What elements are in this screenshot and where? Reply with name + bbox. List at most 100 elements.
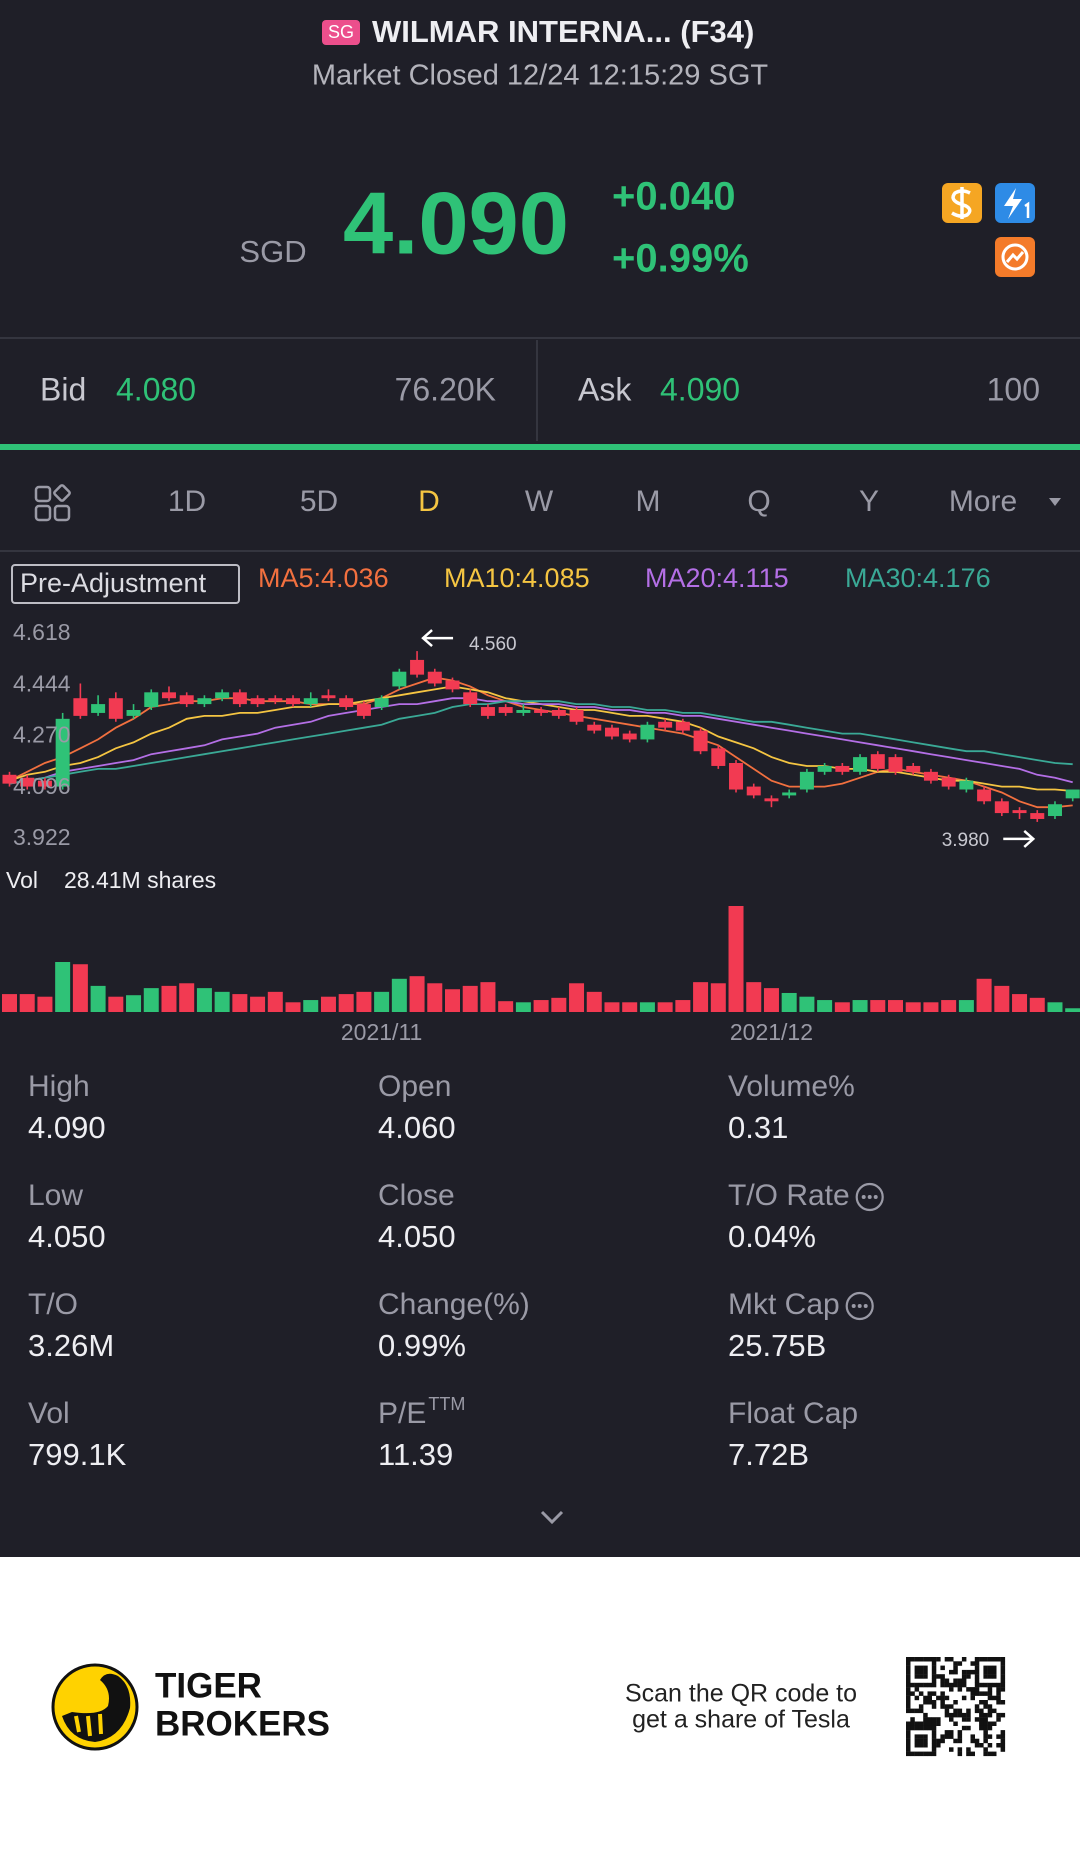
expand-chevron[interactable] xyxy=(540,1510,564,1525)
coin-icon[interactable] xyxy=(942,183,982,223)
volume-bar xyxy=(941,1000,957,1012)
qr-module xyxy=(957,1682,963,1688)
qr-module xyxy=(918,1734,924,1739)
stat-label: Open xyxy=(378,1070,451,1103)
legend-entry: MA10:4.085 xyxy=(444,563,590,593)
candle-body xyxy=(994,801,1009,814)
qr-module xyxy=(1000,1743,1006,1748)
volume-max-label: 28.41M shares xyxy=(64,867,216,893)
qr-module xyxy=(992,1669,997,1675)
qr-module xyxy=(910,1682,915,1688)
adjustment-box xyxy=(11,564,240,604)
qr-module xyxy=(996,1700,1001,1705)
qr-module xyxy=(936,1674,941,1679)
volume-bar xyxy=(37,996,53,1012)
volume-label: Vol xyxy=(6,867,38,893)
period-tab[interactable]: More xyxy=(949,485,1017,518)
volume-bar xyxy=(250,996,266,1012)
y-tick-label: 4.444 xyxy=(13,670,71,696)
flash-icon[interactable] xyxy=(995,183,1035,223)
qr-module xyxy=(983,1657,988,1662)
qr-module xyxy=(931,1657,937,1662)
info-dot xyxy=(857,1304,862,1308)
qr-module xyxy=(914,1695,920,1701)
qr-module xyxy=(931,1717,937,1722)
qr-module xyxy=(936,1657,941,1662)
stat-value: 3.26M xyxy=(28,1328,114,1363)
qr-module xyxy=(961,1717,967,1722)
period-tab[interactable]: 5D xyxy=(300,485,338,518)
candle-body xyxy=(906,765,921,772)
qr-module xyxy=(923,1721,928,1726)
qr-module xyxy=(970,1661,975,1666)
qr-module xyxy=(983,1721,988,1726)
qr-module xyxy=(1000,1678,1006,1683)
icon-glyph xyxy=(1024,201,1030,218)
qr-module xyxy=(970,1687,975,1692)
brand-logo xyxy=(51,1663,139,1751)
candle-body xyxy=(1047,804,1062,817)
qr-module xyxy=(987,1657,993,1662)
trade-icon[interactable] xyxy=(995,237,1035,277)
qr-module xyxy=(987,1669,993,1675)
qr-module xyxy=(931,1682,937,1688)
qr-module xyxy=(1000,1738,1006,1744)
qr-module xyxy=(927,1721,932,1726)
qr-module xyxy=(961,1678,967,1683)
period-tab[interactable]: 1D xyxy=(168,485,206,518)
volume-bar xyxy=(905,1002,921,1012)
qr-module xyxy=(974,1738,980,1744)
qr-module xyxy=(949,1712,954,1718)
qr-module xyxy=(918,1657,924,1662)
volume-bar xyxy=(55,962,71,1012)
candle-body xyxy=(1030,813,1045,819)
layout-icon[interactable] xyxy=(34,484,71,522)
qr-module xyxy=(936,1743,941,1748)
candle-body xyxy=(835,765,850,772)
qr-module xyxy=(966,1751,971,1757)
qr-module xyxy=(940,1682,945,1688)
candle-body xyxy=(463,692,478,705)
qr-module xyxy=(923,1717,928,1722)
stat-label: Vol xyxy=(28,1397,70,1430)
info-circle xyxy=(855,1182,884,1212)
volume-bar xyxy=(196,988,212,1012)
candle-body xyxy=(55,718,70,787)
qr-module xyxy=(966,1669,971,1675)
qr-module xyxy=(923,1738,928,1744)
period-tab[interactable]: Q xyxy=(747,485,770,518)
qr-module xyxy=(914,1725,920,1731)
qr-module xyxy=(906,1708,911,1714)
info-icon[interactable] xyxy=(855,1182,884,1212)
qr-module xyxy=(918,1691,924,1696)
stat-label: Float Cap xyxy=(728,1397,858,1430)
period-tab[interactable]: Y xyxy=(859,485,879,518)
y-tick-label: 4.270 xyxy=(13,722,71,748)
volume-bar xyxy=(19,994,35,1012)
info-icon[interactable] xyxy=(845,1291,874,1321)
candle-body xyxy=(498,707,513,713)
volume-bar xyxy=(870,1000,886,1012)
qr-module xyxy=(918,1751,924,1757)
bid-label: Bid xyxy=(40,371,86,407)
qr-module xyxy=(1000,1657,1006,1662)
qr-module xyxy=(944,1678,950,1683)
qr-module xyxy=(957,1687,963,1692)
qr-module xyxy=(927,1700,932,1705)
qr-module xyxy=(996,1717,1001,1722)
qr-module xyxy=(923,1665,928,1671)
qr-module xyxy=(970,1738,975,1744)
qr-module xyxy=(940,1734,945,1739)
period-tab[interactable]: M xyxy=(636,485,661,518)
stat-value: 0.04% xyxy=(728,1219,816,1254)
qr-module xyxy=(961,1695,967,1701)
qr-module xyxy=(914,1674,920,1679)
period-tab[interactable]: D xyxy=(418,485,440,518)
candle-body xyxy=(675,721,690,731)
qr-module xyxy=(974,1717,980,1722)
qr-module xyxy=(979,1691,984,1696)
promo-text: get a share of Tesla xyxy=(632,1706,850,1734)
qr-module xyxy=(979,1721,984,1726)
period-tab[interactable]: W xyxy=(525,485,554,518)
qr-module xyxy=(983,1700,988,1705)
